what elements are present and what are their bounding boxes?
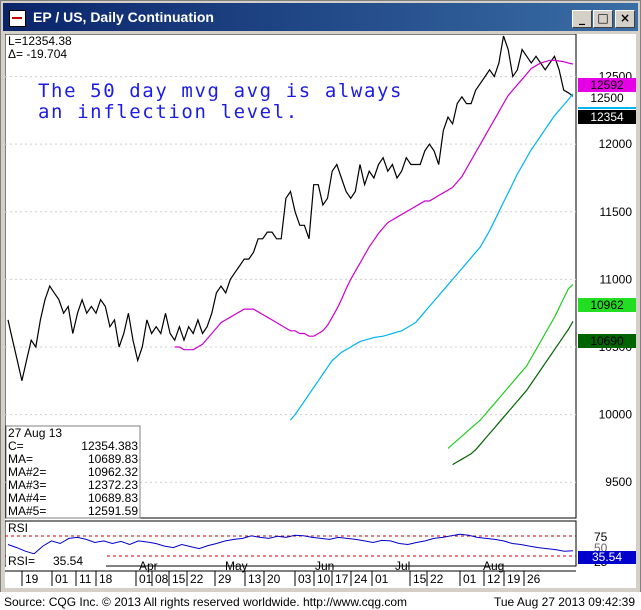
data-box-rows: C= 12354.383 MA= 10689.83 MA#2= 10962.32 MA#3=… bbox=[8, 439, 138, 518]
window-title: EP / US, Daily Continuation bbox=[33, 9, 214, 25]
x-tick-day: 11 bbox=[79, 572, 92, 586]
close-button[interactable]: × bbox=[615, 10, 635, 28]
chart-area[interactable]: The 50 day mvg avg is always an inflecti… bbox=[5, 34, 636, 588]
chart-window: EP / US, Daily Continuation _ □ × The 50… bbox=[0, 0, 641, 594]
x-tick-month: Aug bbox=[483, 559, 504, 573]
badge-last: 12354 bbox=[590, 110, 624, 124]
data-box-value: 10962.32 bbox=[88, 465, 138, 479]
x-tick-day: 03 bbox=[298, 572, 312, 586]
rsi-line bbox=[7, 533, 574, 555]
x-tick-day: 15 bbox=[172, 572, 186, 586]
x-tick-day: 12 bbox=[487, 572, 501, 586]
x-tick-day: 01 bbox=[463, 572, 477, 586]
x-tick-day: 22 bbox=[190, 572, 204, 586]
data-box-label: C= bbox=[8, 439, 24, 453]
data-box-label: MA#4= bbox=[8, 491, 46, 505]
series-line-ma-5 bbox=[174, 59, 574, 351]
x-tick-day: 15 bbox=[413, 572, 427, 586]
x-tick-month: Jul bbox=[395, 559, 410, 573]
data-box-value: 10689.83 bbox=[88, 452, 138, 466]
minimize-button[interactable]: _ bbox=[572, 10, 592, 28]
badge-ma3: 12500 bbox=[590, 91, 624, 105]
x-tick-day: 19 bbox=[507, 572, 521, 586]
data-box-value: 12354.383 bbox=[81, 439, 138, 453]
rsi-readout-label: RSI= bbox=[8, 554, 35, 568]
data-box-value: 10689.83 bbox=[88, 491, 138, 505]
badge-ma1: 10690 bbox=[590, 334, 624, 348]
title-bar[interactable]: EP / US, Daily Continuation _ □ × bbox=[3, 3, 638, 31]
series-line-ma bbox=[452, 321, 574, 466]
y-tick-label: 10000 bbox=[599, 408, 633, 422]
y-tick-label: 11000 bbox=[600, 272, 633, 286]
x-tick-day: 22 bbox=[430, 572, 444, 586]
rsi-label: RSI bbox=[8, 521, 28, 535]
data-box-label: MA= bbox=[8, 452, 33, 466]
badge-ma1-bg bbox=[578, 334, 636, 348]
series-line-close bbox=[7, 35, 574, 381]
x-tick-day: 29 bbox=[218, 572, 232, 586]
x-tick-day: 17 bbox=[335, 572, 349, 586]
x-tick-day: 01 bbox=[375, 572, 389, 586]
readout-last: L=12354.38 bbox=[8, 34, 72, 48]
x-tick-month: Apr bbox=[139, 559, 158, 573]
x-tick-day: 24 bbox=[354, 572, 368, 586]
y-tick-label: 11500 bbox=[600, 205, 633, 219]
x-tick-month: May bbox=[225, 559, 248, 573]
data-box-label: MA#5= bbox=[8, 504, 46, 518]
annotation-line-1: The 50 day mvg avg is always bbox=[38, 80, 403, 102]
x-tick-day: 08 bbox=[155, 572, 169, 586]
x-tick-day: 13 bbox=[248, 572, 262, 586]
readout-delta: Δ= -19.704 bbox=[8, 47, 67, 61]
x-tick-month: Jun bbox=[315, 559, 334, 573]
x-axis: 19 01 11 18 01 08 15 22 29 13 20 03 10 17 24 01 15 22 01 12… bbox=[5, 559, 576, 586]
status-footer: Source: CQG Inc. © 2013 All rights reser… bbox=[0, 592, 641, 610]
badge-ma5: 12592 bbox=[590, 78, 624, 92]
rsi-readout-value: 35.54 bbox=[53, 554, 83, 568]
price-chart[interactable]: The 50 day mvg avg is always an inflecti… bbox=[5, 34, 636, 588]
badge-ma2-bg bbox=[578, 298, 636, 312]
data-box bbox=[5, 425, 141, 519]
badge-ma2: 10962 bbox=[590, 298, 624, 312]
x-tick-day: 20 bbox=[267, 572, 281, 586]
x-tick-day: 10 bbox=[317, 572, 331, 586]
rsi-badge-bg bbox=[578, 551, 636, 564]
data-box-date: 27 Aug 13 bbox=[8, 426, 62, 440]
y-axis: 9500100001050011000115001200012500 bbox=[599, 70, 633, 490]
rsi-badge: 35.54 bbox=[592, 550, 622, 564]
data-box-value: 12591.59 bbox=[88, 504, 138, 518]
copyright-text: Source: CQG Inc. © 2013 All rights reser… bbox=[4, 595, 408, 609]
app-icon bbox=[9, 10, 26, 27]
timestamp-text: Tue Aug 27 2013 09:42:39 bbox=[493, 595, 635, 609]
x-tick-day: 26 bbox=[527, 572, 541, 586]
series-line-ma-3 bbox=[290, 93, 574, 421]
y-tick-label: 9500 bbox=[605, 475, 632, 489]
x-tick-day: 18 bbox=[99, 572, 113, 586]
x-tick-day: 01 bbox=[55, 572, 69, 586]
grid bbox=[5, 76, 576, 483]
data-box-value: 12372.23 bbox=[88, 478, 138, 492]
maximize-button[interactable]: □ bbox=[593, 10, 613, 28]
data-box-label: MA#2= bbox=[8, 465, 46, 479]
x-tick-day: 01 bbox=[139, 572, 153, 586]
annotation-line-2: an inflection level. bbox=[38, 101, 299, 123]
badge-last-bg bbox=[578, 110, 636, 124]
y-tick-label: 12000 bbox=[599, 137, 633, 151]
data-box-label: MA#3= bbox=[8, 478, 46, 492]
badge-ma5-bg bbox=[578, 78, 636, 92]
series-line-ma-2 bbox=[447, 284, 574, 449]
x-tick-day: 19 bbox=[25, 572, 39, 586]
series-layer bbox=[7, 35, 574, 466]
rsi-tick-75: 75 bbox=[594, 530, 608, 544]
rsi-series bbox=[7, 533, 574, 555]
rsi-readout-bg bbox=[6, 554, 106, 567]
